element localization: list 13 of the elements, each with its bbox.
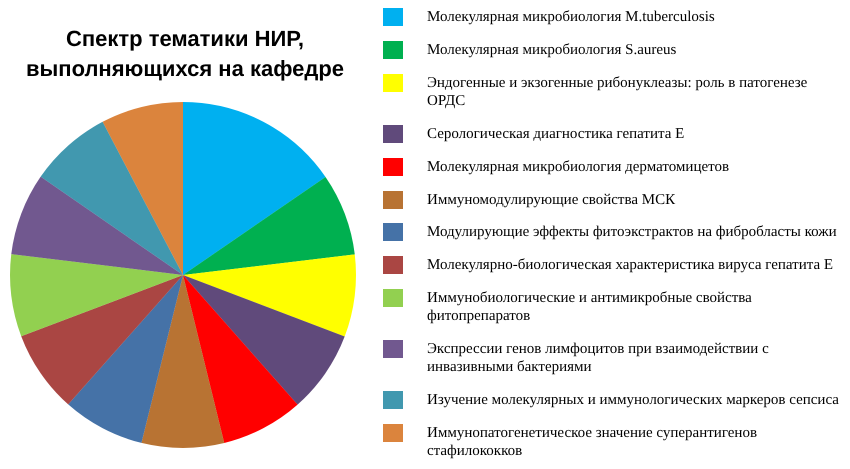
legend-label: Модулирующие эффекты фитоэкстрактов на фибробласты кожи — [427, 223, 837, 242]
legend-label: Молекулярная микробиология S.aureus — [427, 40, 676, 59]
text: Спектр тематики НИР, выполняющихся на кафедре — [24, 25, 346, 83]
legend-label: Иммунобиологические и антимикробные свойства фитопрепаратов — [427, 289, 753, 326]
legend-label: Иммуномодулирующие свойства МСК — [427, 190, 676, 209]
legend-label: Эндогенные и экзогенные рибонуклеазы: роль в патогенезе ОРДС — [427, 74, 808, 110]
legend-label: Иммунопатогенетическое значение суперантигенов стафилококков — [427, 424, 758, 460]
legend-label: Молекулярная микробиология дерматомицетов — [427, 158, 730, 176]
legend-label: Молекулярная микробиология M.tuberculosis — [427, 8, 715, 26]
legend-label: Молекулярно-биологическая характеристика вируса гепатита Е — [427, 256, 834, 274]
legend-label: Экспрессии генов лимфоцитов при взаимодействии с инвазивными бактериями — [427, 340, 770, 376]
legend-label: Серологическая диагностика гепатита Е — [427, 124, 684, 143]
legend-label: Изучение молекулярных и иммунологических маркеров сепсиса — [427, 391, 839, 410]
